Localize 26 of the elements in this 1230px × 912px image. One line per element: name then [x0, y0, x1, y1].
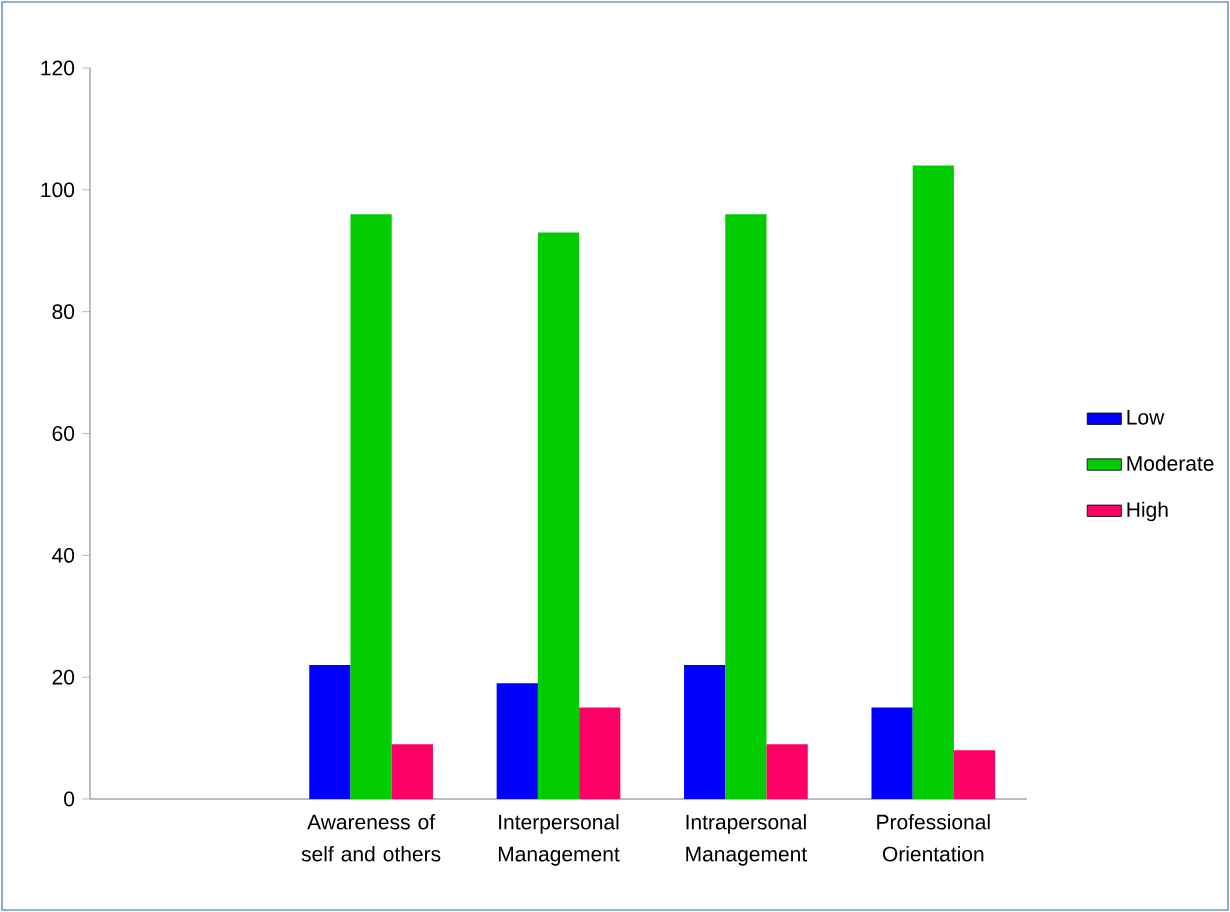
bar: [579, 707, 621, 799]
x-tick-label: Awareness of self and others: [301, 814, 441, 862]
y-tick-label: 100: [41, 182, 75, 198]
legend-label: Low: [1127, 410, 1165, 425]
y-tick-label: 20: [52, 669, 75, 685]
legend-label: High: [1127, 501, 1168, 522]
bar: [350, 214, 392, 799]
bar: [953, 750, 996, 799]
y-tick-label: 80: [52, 304, 75, 320]
bar: [537, 232, 580, 799]
x-tick-label: Intrapersonal Management: [686, 814, 808, 866]
bar: [912, 165, 954, 799]
y-tick-label: 120: [41, 60, 75, 76]
bar: [766, 744, 808, 799]
x-tick-label: Professional Orientation: [877, 814, 990, 862]
legend-label: Moderate: [1127, 455, 1214, 471]
y-tick-label: 40: [52, 547, 75, 563]
bar: [496, 683, 538, 799]
y-tick-label: 0: [64, 791, 75, 807]
bar: [725, 214, 767, 799]
bar: [684, 664, 726, 799]
y-tick-label: 60: [52, 426, 75, 441]
bar: [391, 744, 433, 799]
x-tick-label: Interpersonal Management: [498, 814, 620, 866]
bar: [309, 664, 351, 799]
bar: [871, 707, 913, 799]
